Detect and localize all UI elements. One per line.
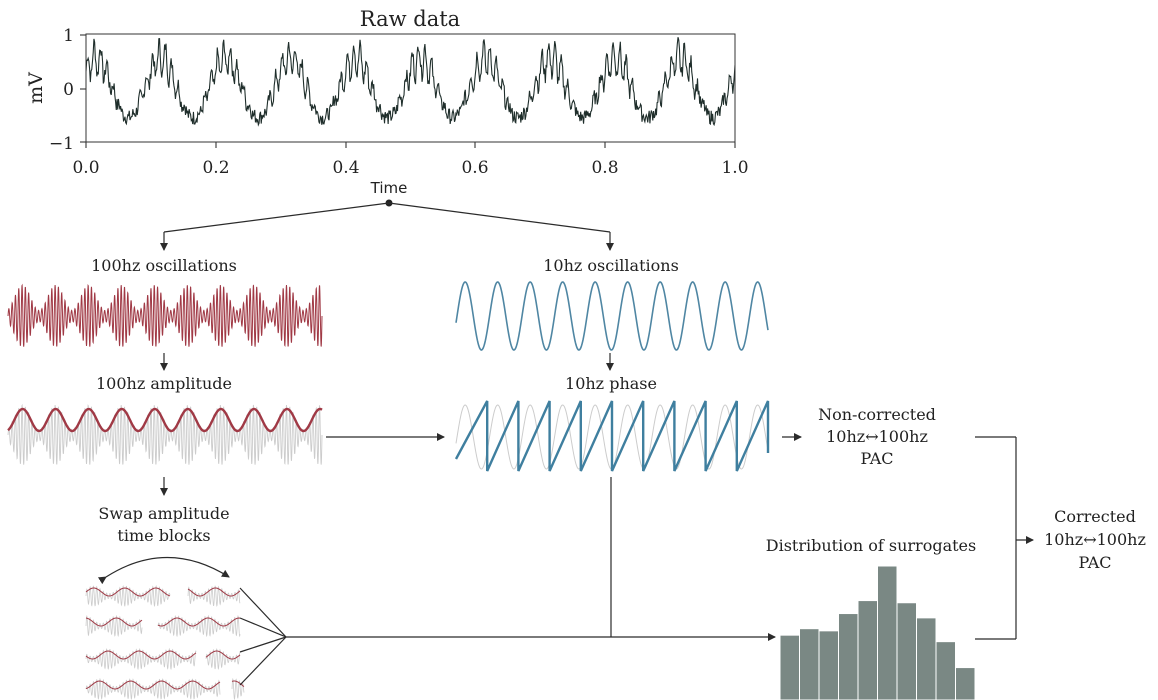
raw-data-title: Raw data — [360, 7, 460, 31]
surrogate-block — [157, 614, 241, 638]
raw-xtick-4: 0.8 — [591, 158, 618, 178]
hf-amplitude-envelope — [7, 407, 323, 433]
histogram-bar — [779, 634, 800, 700]
hf-oscillations-label: 100hz oscillations — [91, 256, 237, 275]
raw-xtick-3: 0.6 — [461, 158, 488, 178]
raw-data-axes-frame — [85, 33, 736, 143]
hf-amplitude-label: 100hz amplitude — [96, 374, 232, 393]
surrogate-block — [187, 585, 241, 607]
swap-curved-arrow — [97, 556, 230, 585]
surrogate-fan-lines — [239, 587, 287, 686]
raw-data-ylabel: mV — [25, 72, 47, 104]
histogram-bar — [896, 602, 917, 700]
noncorrected-pac-line2: 10hz↔100hz — [826, 427, 928, 446]
corrected-pac-line3: PAC — [1078, 553, 1111, 572]
hf-oscillations-wave — [7, 283, 323, 348]
raw-ytick-0: 0 — [63, 80, 74, 100]
corrected-pac-line1: Corrected — [1054, 507, 1136, 526]
histogram-bar — [799, 628, 820, 700]
raw-xtick-2: 0.4 — [332, 158, 359, 178]
corrected-pac-line2: 10hz↔100hz — [1044, 530, 1146, 549]
histogram-bar — [857, 600, 878, 700]
surrogate-block — [85, 614, 143, 637]
raw-data-yticks: 1 0 −1 — [49, 26, 86, 154]
surrogate-histogram — [779, 565, 976, 700]
surrogate-block — [231, 677, 245, 700]
histogram-bar — [916, 617, 937, 700]
raw-data-xlabel: Time — [370, 179, 408, 197]
split-connector — [160, 199, 614, 251]
lf-oscillations-wave — [455, 281, 769, 351]
histogram-bar — [838, 613, 859, 700]
noncorrected-pac-line3: PAC — [860, 449, 893, 468]
surrogate-block — [85, 647, 197, 671]
swap-label-line2: time blocks — [117, 526, 210, 545]
raw-data-line — [86, 37, 735, 127]
surrogate-block — [85, 585, 171, 608]
surrogate-blocks — [85, 585, 245, 700]
raw-xtick-0: 0.0 — [72, 158, 99, 178]
lf-phase-sawtooth — [454, 400, 770, 472]
raw-data-panel: Raw data mV 1 0 −1 0.0 0.2 0.4 0.6 0.8 1… — [25, 7, 749, 197]
raw-data-xticks: 0.0 0.2 0.4 0.6 0.8 1.0 — [72, 142, 749, 178]
swap-label-line1: Swap amplitude — [98, 504, 229, 523]
surrogate-block — [205, 648, 241, 670]
surrogate-block — [85, 677, 221, 700]
hf-amplitude-plot — [7, 403, 323, 465]
raw-ytick-neg1: −1 — [49, 134, 74, 154]
histogram-bar — [877, 565, 898, 700]
distribution-label: Distribution of surrogates — [766, 536, 976, 555]
hf-amplitude-background-wave — [7, 403, 323, 465]
lf-phase-label: 10hz phase — [565, 374, 657, 393]
histogram-bar — [818, 630, 839, 700]
raw-xtick-5: 1.0 — [721, 158, 748, 178]
noncorrected-pac-line1: Non-corrected — [818, 405, 936, 424]
lf-oscillations-label: 10hz oscillations — [543, 256, 679, 275]
merge-connector — [975, 436, 1034, 640]
raw-ytick-1: 1 — [63, 26, 74, 46]
histogram-bar — [955, 667, 976, 700]
lf-phase-plot — [454, 400, 770, 472]
raw-xtick-1: 0.2 — [202, 158, 229, 178]
histogram-bar — [935, 641, 956, 700]
